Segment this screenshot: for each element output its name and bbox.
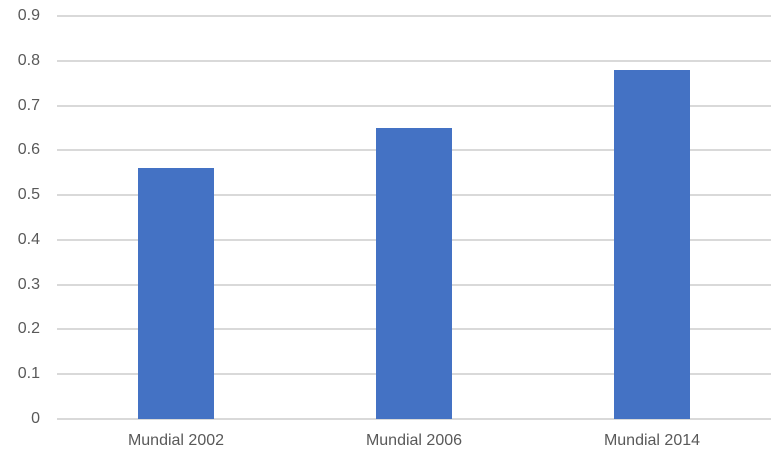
y-tick-label: 0 (31, 410, 40, 427)
y-tick-label: 0.7 (17, 96, 40, 114)
bar-mundial-2002 (138, 168, 214, 419)
y-tick-label: 0.4 (17, 230, 40, 248)
y-tick-label: 0.5 (17, 186, 40, 204)
y-tick-label: 0.8 (17, 51, 40, 69)
gridline (57, 59, 771, 62)
y-tick-label: 0.9 (17, 7, 40, 24)
bar-mundial-2006 (376, 128, 452, 419)
y-tick-label: 0.6 (17, 141, 40, 159)
y-tick-label: 0.3 (17, 275, 40, 293)
y-tick-label: 0.1 (17, 365, 40, 383)
x-category-label: Mundial 2006 (365, 432, 463, 449)
y-tick-label: 0.2 (17, 320, 40, 338)
bar-mundial-2014 (614, 70, 690, 419)
x-category-label: Mundial 2014 (603, 432, 701, 449)
gridline (57, 15, 771, 17)
x-category-label: Mundial 2002 (127, 432, 225, 449)
